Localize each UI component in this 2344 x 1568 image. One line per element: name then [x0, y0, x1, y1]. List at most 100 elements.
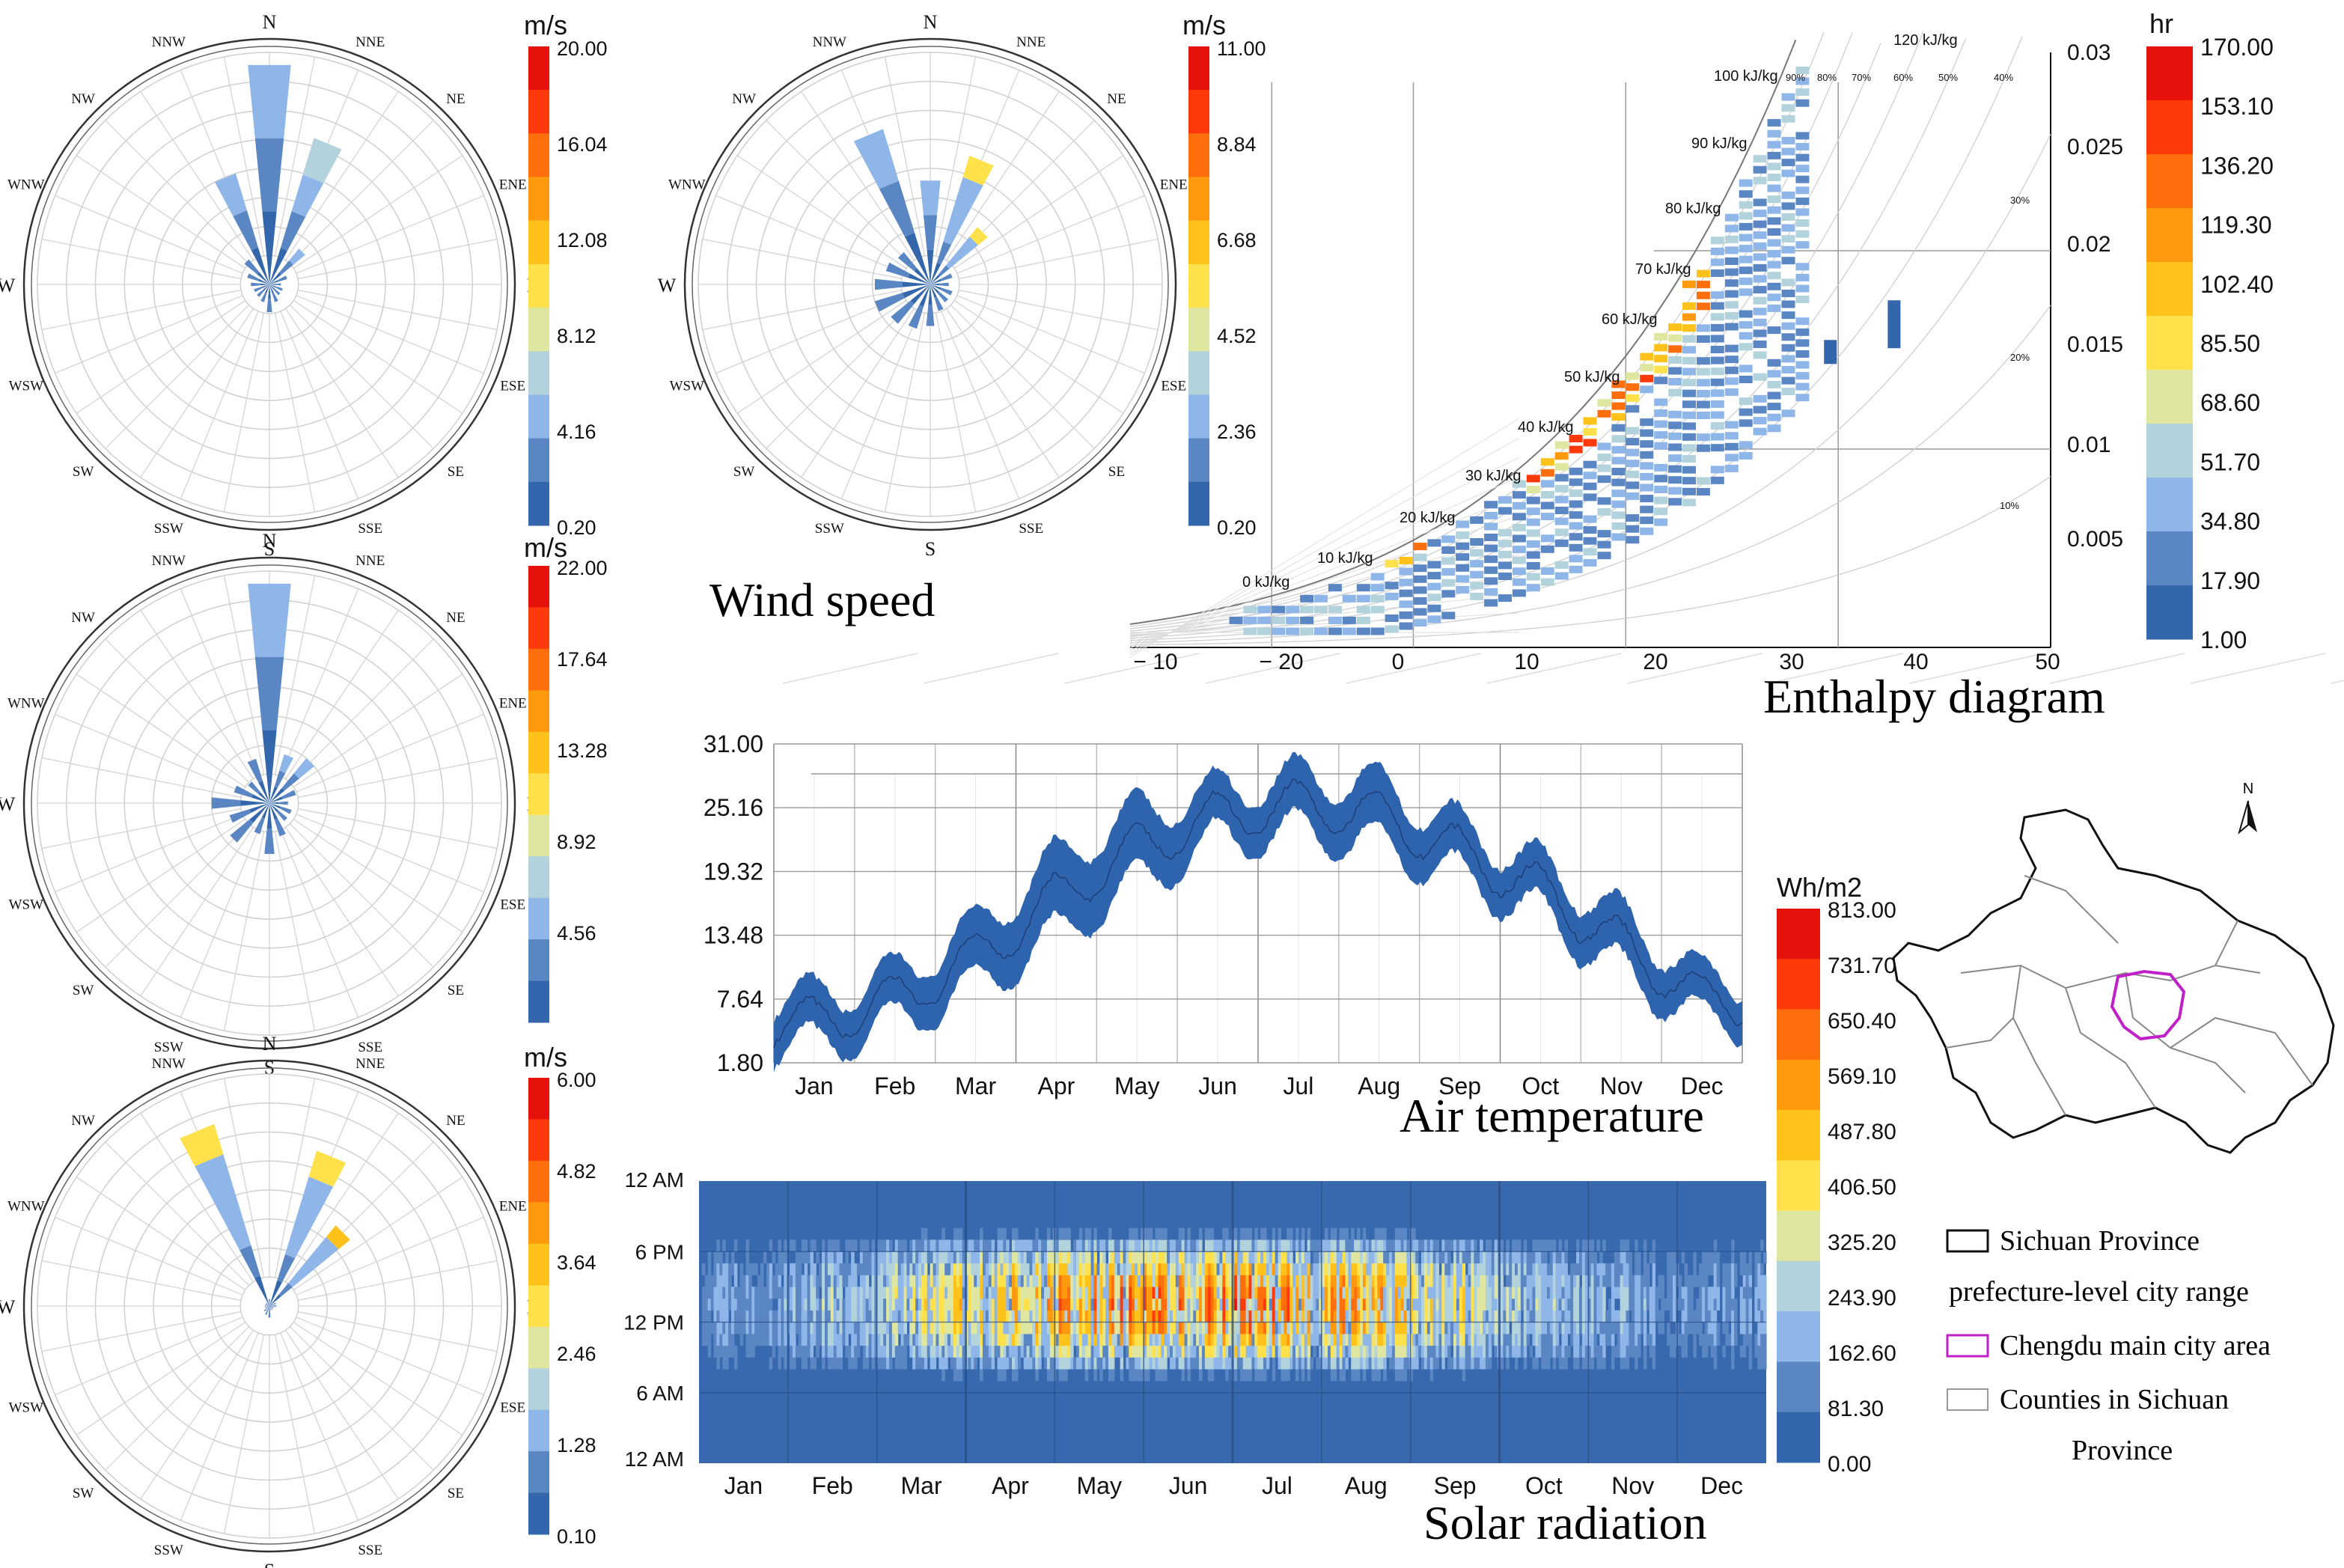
solar-cell	[1359, 1287, 1364, 1299]
solar-cell	[1351, 1239, 1355, 1252]
solar-cell	[1500, 1287, 1504, 1299]
solar-cell	[1409, 1322, 1413, 1334]
solar-cell	[1012, 1263, 1016, 1275]
solar-cell	[1339, 1345, 1343, 1358]
solar-cell	[1555, 1298, 1560, 1311]
enthalpy-cell	[1597, 409, 1611, 418]
solar-cell	[1175, 1239, 1179, 1252]
solar-cell	[1263, 1275, 1267, 1287]
solar-cell	[798, 1334, 802, 1346]
enthalpy-cell	[1540, 469, 1554, 477]
solar-cell	[1032, 1322, 1036, 1334]
rose-grid-spoke	[274, 1078, 316, 1278]
solar-cell	[1593, 1251, 1598, 1264]
enthalpy-cell	[1668, 443, 1682, 451]
solar-cell	[1748, 1263, 1753, 1275]
enthalpy-cell	[1286, 616, 1300, 624]
solar-cell	[1377, 1369, 1381, 1382]
solar-cell	[1049, 1287, 1054, 1299]
solar-cell	[1257, 1369, 1261, 1382]
solar-cell	[1374, 1369, 1378, 1382]
solar-cell	[1114, 1310, 1118, 1323]
rose-grid-spoke	[274, 1334, 316, 1534]
solar-cell	[1754, 1287, 1758, 1299]
solar-cell	[941, 1345, 945, 1358]
enthalpy-cell	[1399, 567, 1413, 576]
solar-cell	[888, 1275, 893, 1287]
solar-cell	[1070, 1345, 1074, 1358]
rose-petal-e	[269, 802, 279, 805]
enthalpy-cell	[1710, 346, 1724, 353]
compass-label-sw: SW	[733, 464, 755, 480]
solar-cell	[1117, 1251, 1121, 1264]
solar-cell	[1517, 1287, 1522, 1299]
solar-cell	[1330, 1263, 1334, 1275]
solar-cell	[1576, 1357, 1580, 1370]
solar-cell	[894, 1322, 899, 1334]
solar-cell	[804, 1239, 808, 1252]
solar-cell	[1362, 1251, 1367, 1264]
solar-cell	[1325, 1310, 1328, 1323]
solar-cell	[994, 1334, 998, 1346]
solar-cell	[1386, 1287, 1390, 1299]
solar-cell	[1754, 1263, 1758, 1275]
solar-cell	[1046, 1322, 1051, 1334]
solar-cell	[865, 1310, 870, 1323]
enthalpy-cell	[1767, 195, 1781, 204]
enthalpy-cell	[1427, 561, 1441, 569]
solar-cell	[848, 1263, 852, 1275]
temp-month-label: Apr	[1038, 1073, 1075, 1099]
solar-cell	[1099, 1334, 1103, 1346]
solar-cell	[1389, 1251, 1393, 1264]
legend-cell	[528, 481, 549, 526]
solar-cell	[982, 1345, 986, 1358]
solar-cell	[991, 1345, 995, 1358]
solar-cell	[1078, 1310, 1083, 1323]
solar-cell	[1310, 1275, 1314, 1287]
solar-cell	[1026, 1251, 1031, 1264]
compass-label-nne: NNE	[355, 34, 385, 50]
solar-cell	[936, 1310, 939, 1323]
solar-month-label: Jun	[1169, 1472, 1208, 1499]
solar-cell	[1503, 1310, 1507, 1323]
solar-cell	[1120, 1369, 1124, 1382]
solar-cell	[1307, 1227, 1311, 1240]
solar-cell	[1763, 1357, 1767, 1370]
enthalpy-cell	[1654, 355, 1668, 363]
solar-cell	[1278, 1310, 1282, 1323]
solar-cell	[1155, 1298, 1159, 1311]
solar-cell	[1172, 1345, 1176, 1358]
solar-cell	[1023, 1345, 1028, 1358]
enthalpy-cell	[1370, 605, 1385, 614]
solar-cell	[1000, 1345, 1004, 1358]
solar-cell	[921, 1322, 925, 1334]
solar-cell	[1327, 1275, 1331, 1287]
solar-cell	[865, 1357, 870, 1370]
solar-cell	[1170, 1357, 1173, 1370]
solar-cell	[1123, 1263, 1126, 1275]
solar-cell	[980, 1298, 983, 1311]
solar-cell	[716, 1322, 720, 1334]
solar-cell	[1509, 1275, 1513, 1287]
solar-cell	[1257, 1251, 1261, 1264]
solar-cell	[1418, 1287, 1422, 1299]
rose-grid-spoke	[41, 1311, 242, 1352]
solar-cell	[862, 1322, 867, 1334]
solar-cell	[845, 1298, 849, 1311]
solar-cell	[1532, 1322, 1536, 1334]
solar-cell	[1465, 1251, 1469, 1264]
solar-cell	[1526, 1298, 1530, 1311]
solar-cell	[1541, 1357, 1545, 1370]
solar-cell	[906, 1275, 910, 1287]
enthalpy-cell	[1611, 391, 1626, 399]
solar-cell	[1081, 1275, 1086, 1287]
solar-cell	[1038, 1357, 1042, 1370]
solar-cell	[1500, 1345, 1504, 1358]
solar-cell	[1245, 1239, 1250, 1252]
solar-cell	[1078, 1334, 1083, 1346]
solar-cell	[1242, 1357, 1247, 1370]
solar-cell	[1216, 1275, 1221, 1287]
solar-cell	[1251, 1251, 1255, 1264]
solar-cell	[918, 1287, 922, 1299]
enthalpy-cell	[1654, 376, 1668, 385]
